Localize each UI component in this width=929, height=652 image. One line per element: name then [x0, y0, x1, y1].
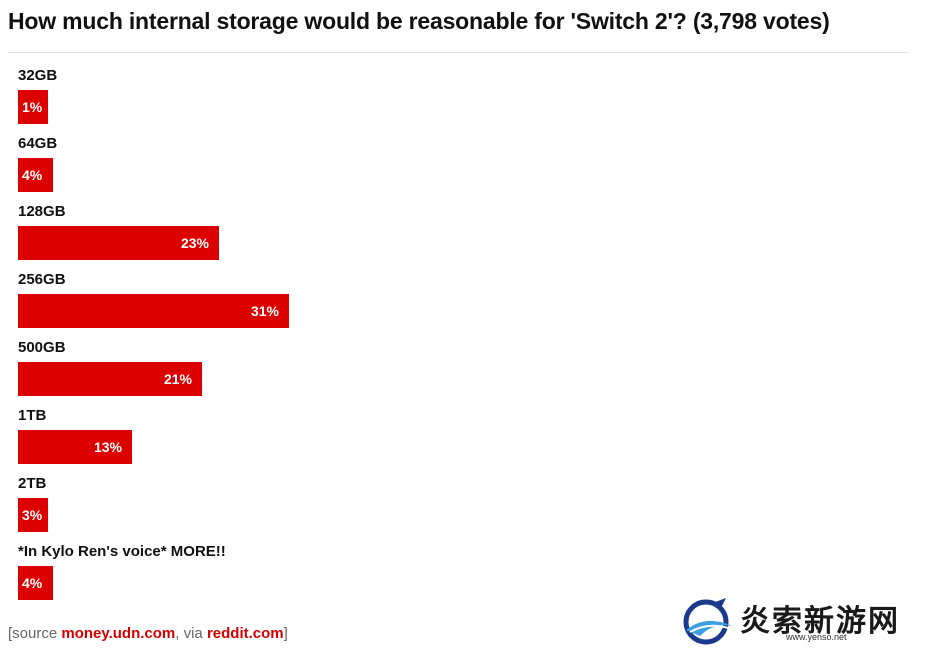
watermark-logo-icon [683, 598, 732, 645]
bar: 13% [18, 430, 132, 464]
site-watermark: 炎索新游网 www.yenso.net [680, 596, 920, 648]
category-label: 64GB [18, 135, 58, 152]
bar: 4% [18, 158, 53, 192]
source-link-reddit[interactable]: reddit.com [206, 625, 284, 642]
category-label: 2TB [18, 475, 47, 492]
source-link-udn[interactable]: money.udn.com [61, 625, 176, 642]
category-label: 1TB [18, 407, 47, 424]
bar: 23% [18, 226, 219, 260]
bar-value-label: 31% [250, 303, 279, 319]
source-suffix: ] [283, 625, 288, 642]
category-label: 128GB [18, 203, 66, 220]
bar: 3% [18, 498, 48, 532]
chart-title: How much internal storage would be reaso… [8, 8, 830, 34]
source-middle: , via [175, 625, 207, 642]
bar-value-label: 3% [22, 507, 43, 523]
source-prefix: [source [8, 625, 62, 642]
source-line: [source money.udn.com, via reddit.com] [8, 625, 288, 642]
bar-value-label: 4% [22, 575, 43, 591]
bar-value-label: 23% [180, 235, 209, 251]
bar: 31% [18, 294, 289, 328]
bar: 4% [18, 566, 53, 600]
bar-value-label: 4% [22, 167, 43, 183]
bar: 1% [18, 90, 48, 124]
category-label: 256GB [18, 271, 66, 288]
bar-value-label: 1% [22, 99, 43, 115]
title-divider [8, 52, 908, 53]
bar-value-label: 21% [163, 371, 192, 387]
watermark-url: www.yenso.net [786, 632, 847, 642]
bar: 21% [18, 362, 202, 396]
category-label: 500GB [18, 339, 66, 356]
category-label: 32GB [18, 67, 58, 84]
bar-value-label: 13% [93, 439, 122, 455]
category-label: *In Kylo Ren's voice* MORE!! [18, 543, 226, 560]
watermark-text: 炎索新游网 [740, 604, 900, 639]
